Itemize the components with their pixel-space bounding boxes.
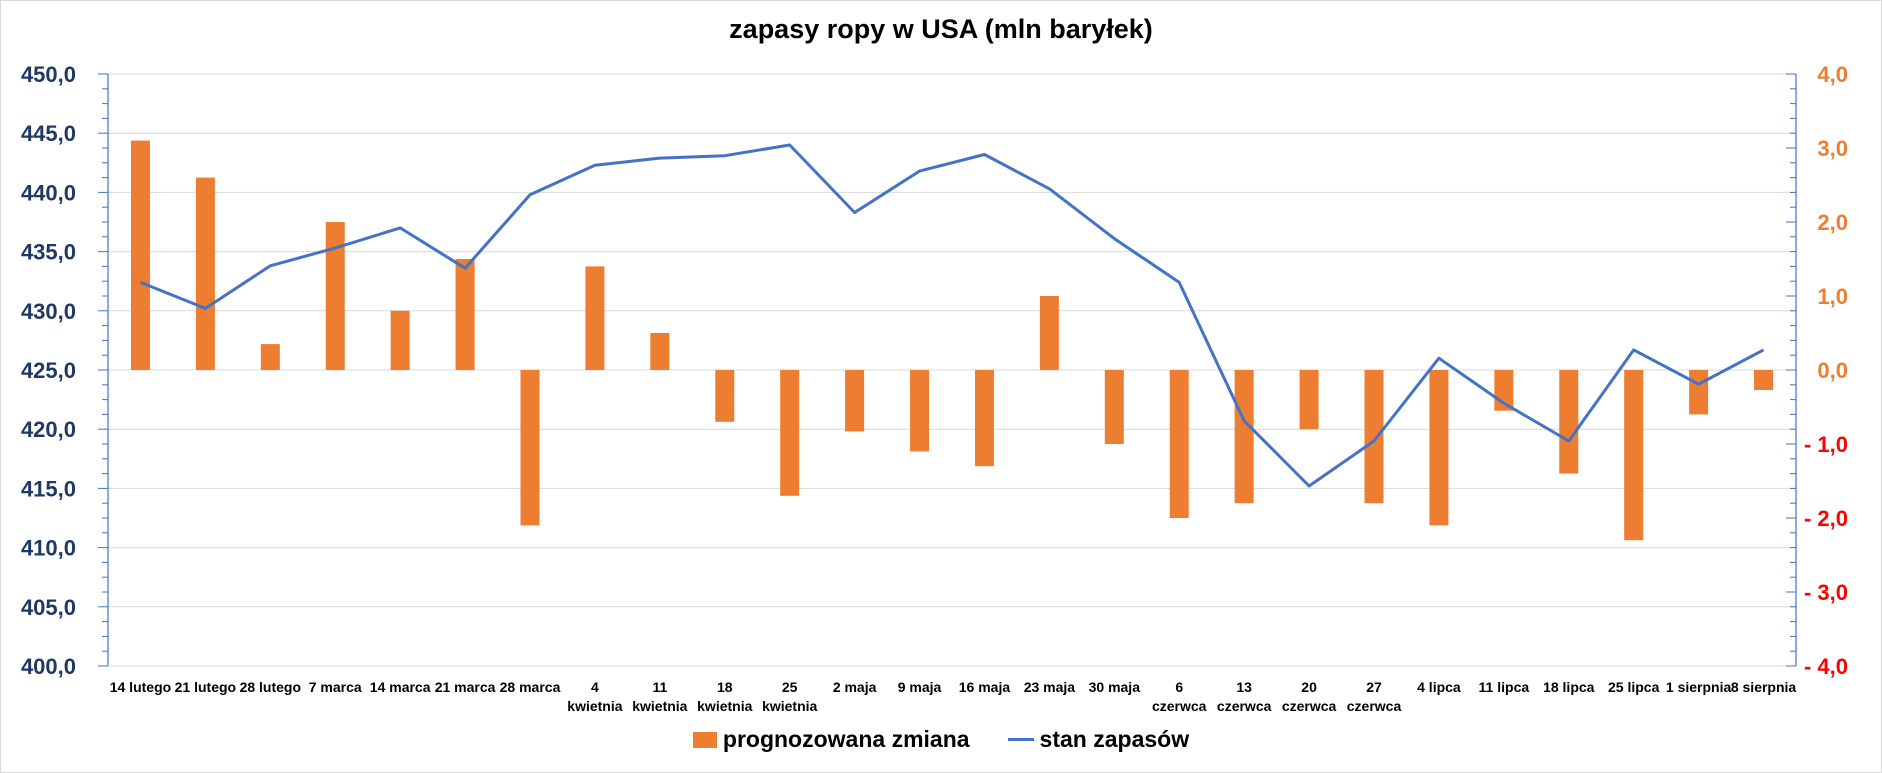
left-tick-label: 420,0 — [21, 417, 76, 442]
left-tick-label: 440,0 — [21, 180, 76, 205]
x-tick-label: 23 maja — [1024, 679, 1076, 695]
x-tick-label: 30 maja — [1089, 679, 1141, 695]
bar — [1104, 370, 1124, 444]
x-tick-label: 1 sierpnia — [1666, 679, 1732, 695]
x-tick-label: 25 lipca — [1608, 679, 1660, 695]
x-tick-label: 21 lutego — [175, 679, 236, 695]
bar-series — [130, 140, 1774, 541]
left-tick-label: 410,0 — [21, 536, 76, 561]
bar — [130, 140, 150, 370]
left-tick-label: 445,0 — [21, 121, 76, 146]
bar — [1039, 296, 1059, 370]
legend-item-line: stan zapasów — [1007, 726, 1190, 753]
bar — [585, 266, 605, 370]
x-tick-label: 7 marca — [309, 679, 362, 695]
left-tick-label: 430,0 — [21, 299, 76, 324]
right-tick-label: - 1,0 — [1804, 432, 1848, 457]
bar — [325, 222, 345, 370]
bar — [780, 370, 800, 496]
x-tick-label: 9 maja — [898, 679, 942, 695]
x-tick-label: kwietnia — [762, 698, 817, 714]
x-tick-label: 13 — [1236, 679, 1252, 695]
bar — [455, 259, 475, 370]
x-tick-label: 18 — [717, 679, 733, 695]
axis-labels: 400,0 405,0 410,0 415,0 420,0 425,0 430,0 435,0… — [21, 62, 1848, 714]
x-tick-label: 28 lutego — [240, 679, 301, 695]
bar — [1234, 370, 1254, 504]
gridlines — [108, 73, 1796, 667]
x-tick-label: kwietnia — [567, 698, 622, 714]
left-tick-label: 415,0 — [21, 476, 76, 501]
x-tick-label: czerwca — [1217, 698, 1272, 714]
axes — [98, 73, 1797, 667]
bar — [1689, 370, 1709, 415]
right-tick-label: 3,0 — [1817, 136, 1848, 161]
legend-swatch-bar — [692, 731, 717, 748]
legend-item-bar: prognozowana zmiana — [692, 726, 970, 753]
bar — [260, 344, 280, 370]
bar — [1754, 370, 1774, 390]
x-tick-label: 28 marca — [500, 679, 561, 695]
right-tick-label: 0,0 — [1817, 358, 1848, 383]
x-tick-label: 25 — [782, 679, 798, 695]
legend-label-line: stan zapasów — [1039, 726, 1190, 752]
bar — [910, 370, 930, 452]
x-tick-label: 20 — [1301, 679, 1317, 695]
left-tick-label: 425,0 — [21, 358, 76, 383]
bar — [974, 370, 994, 467]
x-tick-label: czerwca — [1282, 698, 1337, 714]
left-tick-label: 400,0 — [21, 654, 76, 679]
x-tick-label: 16 maja — [959, 679, 1011, 695]
left-tick-label: 450,0 — [21, 62, 76, 87]
bar — [650, 333, 670, 370]
bar — [1364, 370, 1384, 504]
x-tick-label: 14 lutego — [110, 679, 171, 695]
right-tick-label: - 2,0 — [1804, 506, 1848, 531]
legend-label-bar: prognozowana zmiana — [722, 726, 970, 752]
x-tick-label: 8 sierpnia — [1731, 679, 1797, 695]
bar — [1559, 370, 1579, 474]
right-tick-label: 1,0 — [1817, 284, 1848, 309]
bar — [390, 310, 410, 370]
x-tick-label: 14 marca — [370, 679, 431, 695]
x-tick-label: czerwca — [1347, 698, 1402, 714]
x-tick-label: 4 — [591, 679, 599, 695]
x-tick-label: kwietnia — [697, 698, 752, 714]
bar — [1429, 370, 1449, 526]
x-tick-label: 18 lipca — [1543, 679, 1595, 695]
left-tick-label: 435,0 — [21, 240, 76, 265]
bar — [520, 370, 540, 526]
x-tick-label: 6 — [1175, 679, 1183, 695]
series-line-stan-zapasow — [139, 143, 1765, 488]
x-tick-label: 27 — [1366, 679, 1382, 695]
right-tick-label: 4,0 — [1817, 62, 1848, 87]
legend: prognozowana zmiana stan zapasów — [0, 726, 1882, 753]
right-tick-label: - 3,0 — [1804, 580, 1848, 605]
right-tick-label: 2,0 — [1817, 210, 1848, 235]
bar — [845, 370, 865, 432]
line-series — [139, 143, 1765, 488]
legend-swatch-line — [1007, 738, 1034, 741]
x-tick-label: kwietnia — [632, 698, 687, 714]
x-tick-label: 11 lipca — [1479, 679, 1530, 695]
left-tick-label: 405,0 — [21, 595, 76, 620]
bar — [715, 370, 735, 422]
chart-title: zapasy ropy w USA (mln baryłek) — [729, 14, 1153, 44]
x-tick-label: 11 — [652, 679, 667, 695]
x-tick-label: 4 lipca — [1417, 679, 1461, 695]
bar — [1624, 370, 1644, 541]
x-tick-label: 2 maja — [833, 679, 877, 695]
bar — [1299, 370, 1319, 430]
bar — [195, 177, 215, 370]
x-tick-label: 21 marca — [435, 679, 496, 695]
x-tick-label: czerwca — [1152, 698, 1207, 714]
right-tick-label: - 4,0 — [1804, 654, 1848, 679]
bar — [1169, 370, 1189, 518]
